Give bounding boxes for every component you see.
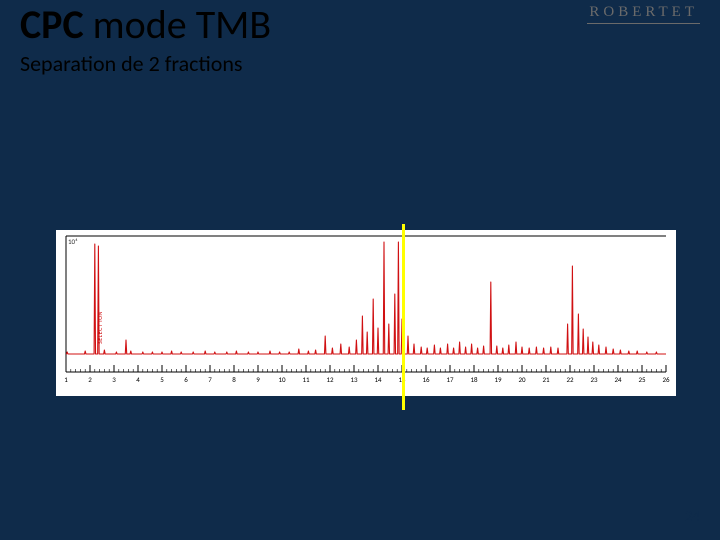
- svg-text:19: 19: [494, 375, 502, 384]
- svg-text:10⁴: 10⁴: [68, 237, 78, 246]
- svg-text:1: 1: [64, 375, 68, 384]
- svg-text:14: 14: [374, 375, 382, 384]
- title-rest: mode TMB: [84, 0, 272, 49]
- svg-text:3: 3: [112, 375, 116, 384]
- svg-text:6: 6: [184, 375, 188, 384]
- svg-text:25: 25: [638, 375, 646, 384]
- slide-subtitle: Separation de 2 fractions: [20, 50, 243, 77]
- svg-text:26: 26: [662, 375, 670, 384]
- svg-text:12: 12: [326, 375, 334, 384]
- slide: CPC mode TMB ROBERTET Separation de 2 fr…: [0, 0, 720, 540]
- svg-text:5: 5: [160, 375, 164, 384]
- svg-text:7: 7: [208, 375, 212, 384]
- page-number: 24: [685, 508, 700, 526]
- slide-title: CPC mode TMB: [20, 4, 271, 46]
- svg-text:13: 13: [350, 375, 358, 384]
- svg-text:10: 10: [278, 375, 286, 384]
- svg-text:9: 9: [256, 375, 260, 384]
- logo-text: ROBERTET: [587, 4, 700, 21]
- logo-block: ROBERTET: [587, 4, 700, 24]
- svg-text:20: 20: [518, 375, 526, 384]
- header-row: CPC mode TMB ROBERTET: [20, 4, 700, 46]
- logo-underline: [587, 23, 700, 24]
- svg-text:11: 11: [302, 375, 310, 384]
- svg-text:22: 22: [566, 375, 574, 384]
- svg-text:4: 4: [136, 375, 140, 384]
- fraction-divider-line: [402, 224, 405, 410]
- chromatogram-svg: 10⁴SELECT ION123456789101112131415161718…: [56, 230, 676, 396]
- svg-text:2: 2: [88, 375, 92, 384]
- svg-text:24: 24: [614, 375, 622, 384]
- title-bold: CPC: [20, 0, 84, 49]
- svg-text:21: 21: [542, 375, 550, 384]
- chromatogram-panel: 10⁴SELECT ION123456789101112131415161718…: [56, 230, 676, 396]
- svg-text:SELECT ION: SELECT ION: [96, 311, 104, 344]
- svg-text:16: 16: [422, 375, 430, 384]
- svg-text:17: 17: [446, 375, 454, 384]
- svg-text:8: 8: [232, 375, 236, 384]
- svg-text:23: 23: [590, 375, 598, 384]
- svg-text:18: 18: [470, 375, 478, 384]
